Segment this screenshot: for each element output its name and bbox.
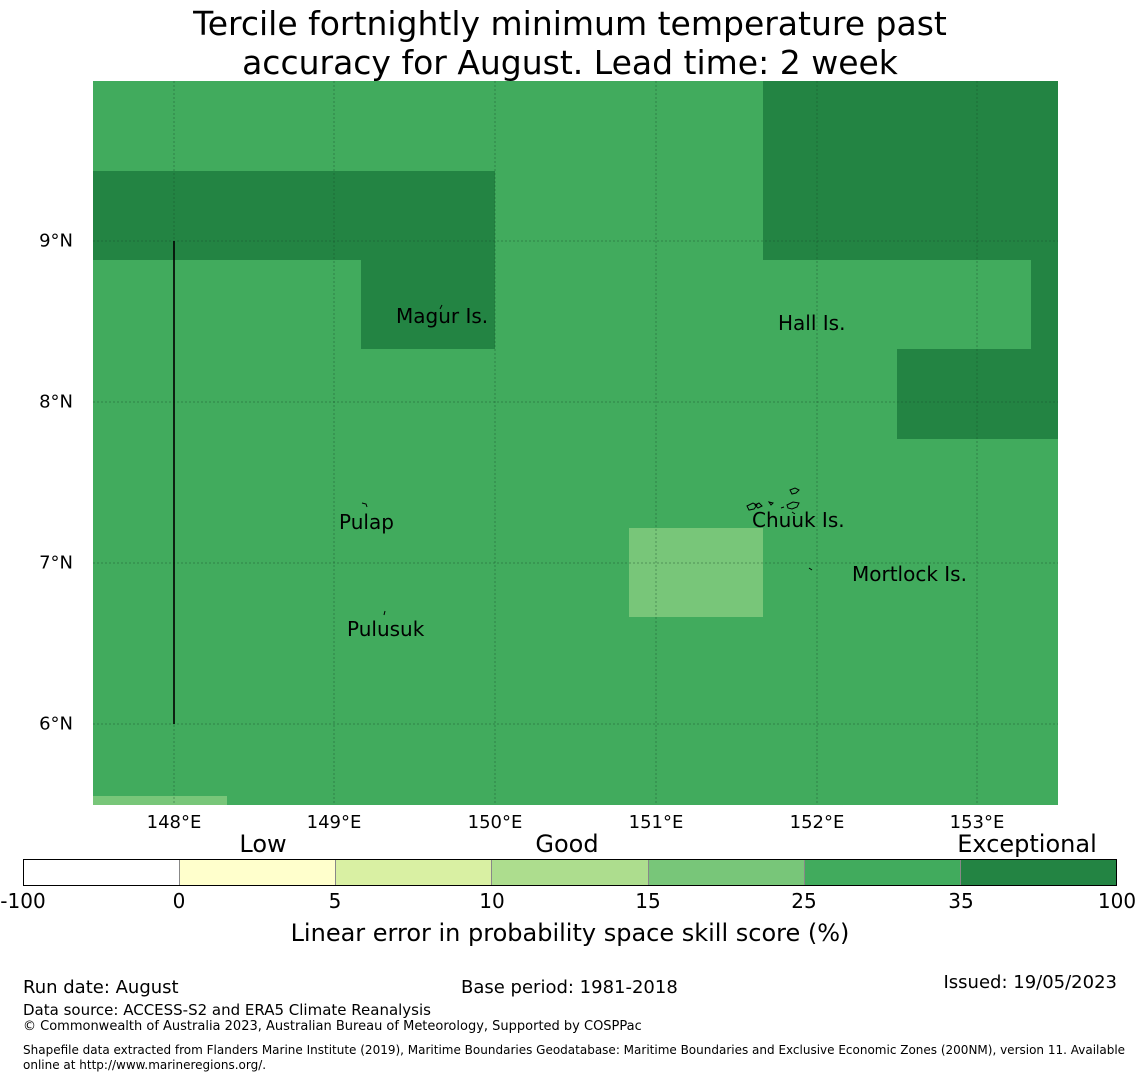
shapefile-credit-line-1: Shapefile data extracted from Flanders M… <box>23 1043 1126 1057</box>
colorbar-tick: 5 <box>328 889 342 913</box>
lat-label-7n: 7°N <box>39 552 73 574</box>
colorbar-category-good: Good <box>535 830 599 858</box>
colorbar-segment-35-100 <box>960 860 1116 885</box>
chuuk-island-outline <box>780 506 785 509</box>
lon-label-148e: 148°E <box>146 812 202 833</box>
chuuk-island-outline <box>754 502 763 509</box>
colorbar-tick: -100 <box>0 889 46 913</box>
lat-label-8n: 8°N <box>39 391 73 413</box>
colorbar-tick: 15 <box>635 889 661 913</box>
island-outlines <box>361 304 813 616</box>
copyright-notice: © Commonwealth of Australia 2023, Austra… <box>23 1019 642 1034</box>
colorbar-tick: 10 <box>479 889 505 913</box>
colorbar-segment-5-10 <box>336 860 493 885</box>
place-label-magur: Magur Is. <box>396 304 488 328</box>
good-cell <box>93 796 227 805</box>
map-title-line-2: accuracy for August. Lead time: 2 week <box>242 43 898 82</box>
place-label-mortlock: Mortlock Is. <box>852 562 967 586</box>
pulap-island-outline <box>361 502 368 508</box>
pulusuk-island-outline <box>383 610 386 616</box>
chuuk-island-outline <box>786 501 800 510</box>
exceptional-cell <box>897 349 1058 439</box>
chuuk-island-outline <box>767 501 774 506</box>
place-label-chuuk: Chuuk Is. <box>752 508 845 532</box>
mortlock-island-outline <box>808 567 813 571</box>
colorbar <box>23 859 1117 886</box>
colorbar-segment-10-15 <box>492 860 649 885</box>
magur-island-outline <box>439 304 443 310</box>
exceptional-cell <box>1031 260 1058 349</box>
place-label-hall: Hall Is. <box>778 311 845 335</box>
map-title-line-1: Tercile fortnightly minimum temperature … <box>193 4 947 43</box>
skill-map: Magur Is. Hall Is. Pulap Chuuk Is. Mortl… <box>93 81 1058 805</box>
colorbar-category-low: Low <box>239 830 287 858</box>
place-label-pulusuk: Pulusuk <box>347 617 425 641</box>
lon-label-153e: 153°E <box>949 812 1005 833</box>
skill-map-svg: Magur Is. Hall Is. Pulap Chuuk Is. Mortl… <box>93 81 1058 805</box>
graticule <box>93 81 1058 805</box>
colorbar-segment-25-35 <box>804 860 961 885</box>
lon-label-152e: 152°E <box>789 812 845 833</box>
colorbar-tick: 0 <box>172 889 186 913</box>
lat-label-9n: 9°N <box>39 230 73 252</box>
place-label-pulap: Pulap <box>339 510 394 534</box>
colorbar-tick: 25 <box>791 889 817 913</box>
exceptional-cell <box>361 260 495 349</box>
base-period: Base period: 1981-2018 <box>461 977 678 998</box>
issued-date: Issued: 19/05/2023 <box>943 972 1117 993</box>
exceptional-cell <box>763 81 1058 260</box>
shapefile-credit-line-2: online at http://www.marineregions.org/. <box>23 1058 267 1072</box>
good-cell <box>629 528 763 617</box>
lon-label-151e: 151°E <box>628 812 684 833</box>
lon-label-150e: 150°E <box>467 812 523 833</box>
data-source: Data source: ACCESS-S2 and ERA5 Climate … <box>23 1001 431 1019</box>
chuuk-island-outline <box>746 502 758 511</box>
colorbar-tick: 100 <box>1097 889 1137 913</box>
colorbar-label: Linear error in probability space skill … <box>290 919 850 947</box>
chuuk-island-outline <box>789 487 800 495</box>
lon-label-149e: 149°E <box>306 812 362 833</box>
lat-label-6n: 6°N <box>39 713 73 735</box>
exceptional-cell <box>93 171 495 260</box>
colorbar-segment-15-25 <box>648 860 805 885</box>
colorbar-segment-0-5 <box>180 860 337 885</box>
colorbar-segment-negative <box>24 860 181 885</box>
colorbar-category-exceptional: Exceptional <box>957 830 1097 858</box>
chuuk-island-outline <box>791 511 796 515</box>
colorbar-tick: 35 <box>948 889 974 913</box>
place-labels: Magur Is. Hall Is. Pulap Chuuk Is. Mortl… <box>339 304 967 641</box>
run-date: Run date: August <box>23 977 179 998</box>
